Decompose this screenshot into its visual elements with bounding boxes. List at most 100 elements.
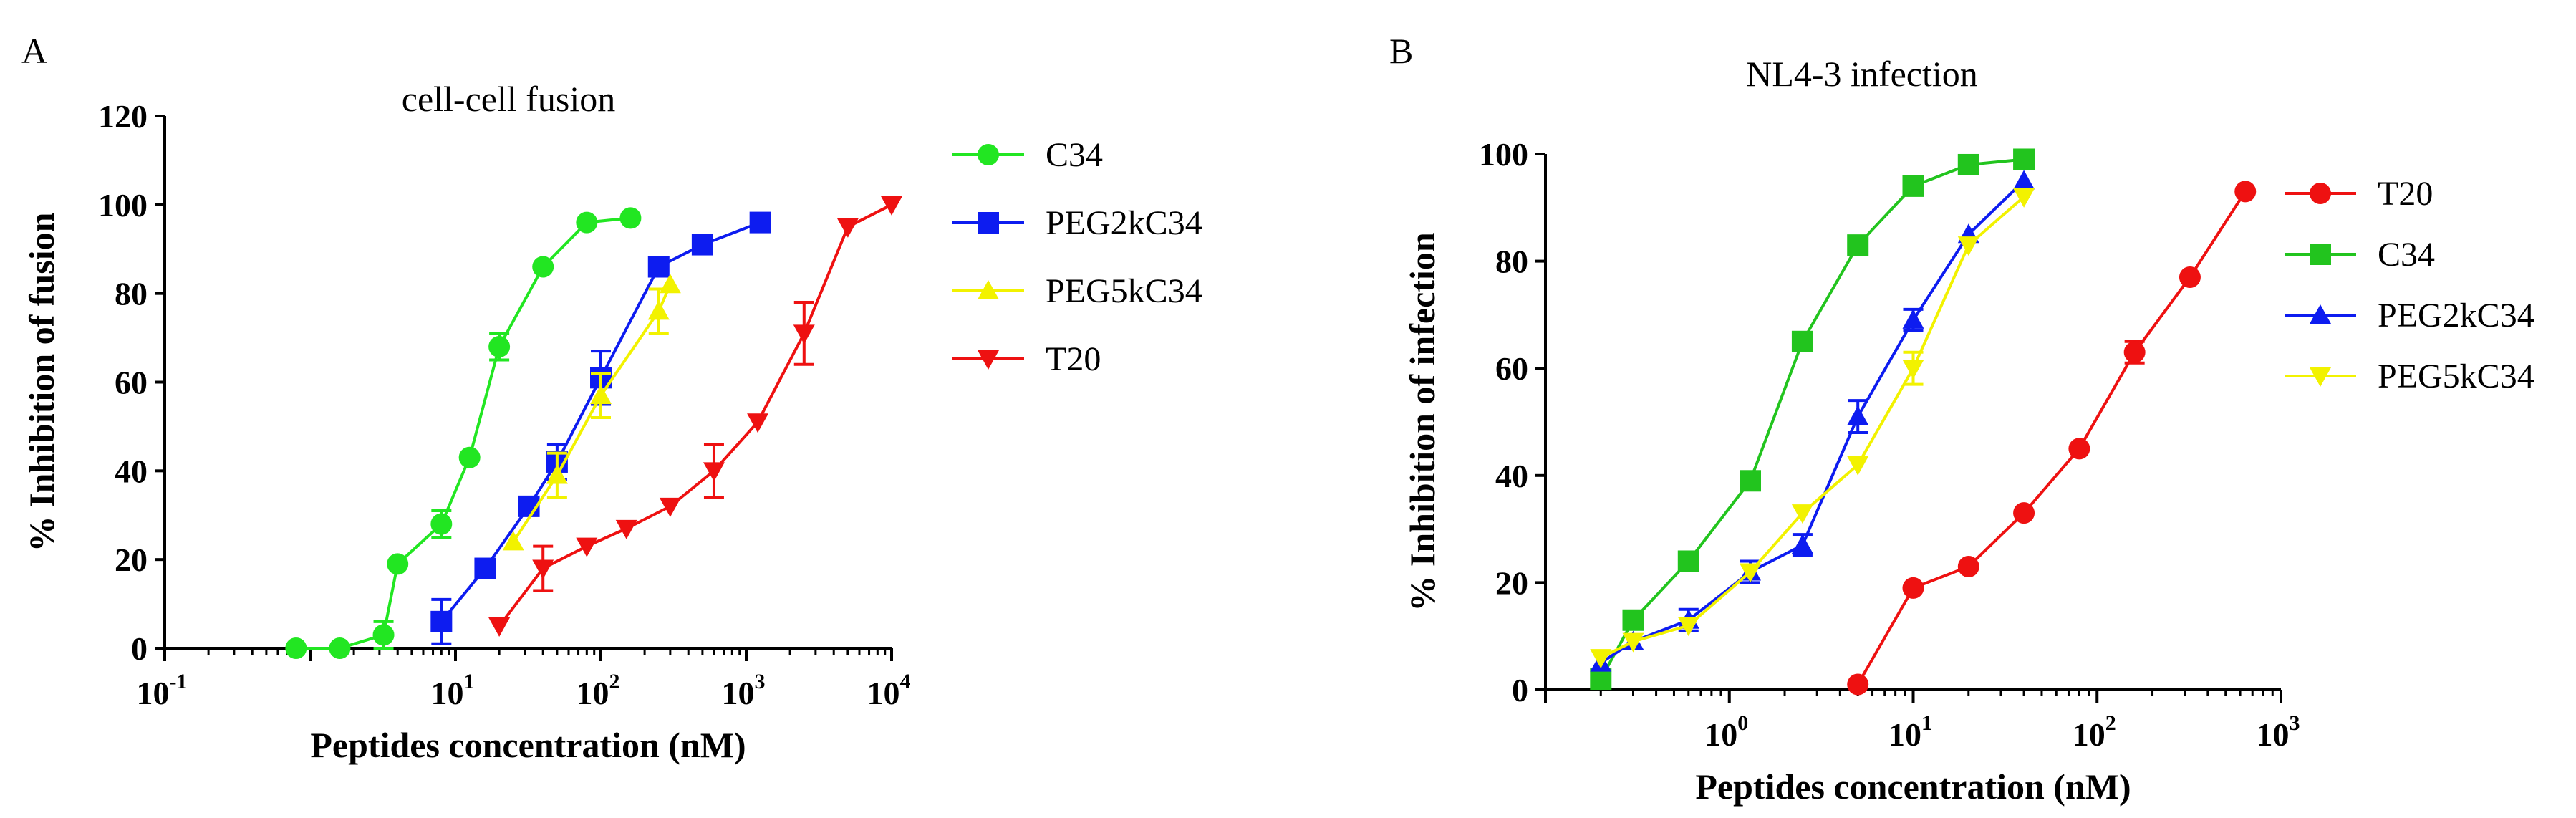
chart-b-c34-point xyxy=(1902,175,1924,197)
chart-a-peg5kc34-point xyxy=(546,464,568,484)
chart-b-peg2kc34-point xyxy=(2013,170,2035,190)
chart-b-x-tick-label: 101 xyxy=(1888,711,1932,753)
chart-b-title: NL4-3 infection xyxy=(1746,54,1978,94)
chart-a-legend-label: T20 xyxy=(1046,340,1101,378)
chart-b: 0 20 40 60 80 100 100 101 102 103 NL4-3 infection P… xyxy=(1402,54,2534,807)
chart-b-c34-point xyxy=(1847,234,1869,256)
chart-b-legend-item-peg5kc34: PEG5kC34 xyxy=(2285,357,2534,395)
chart-a-legend-label: C34 xyxy=(1046,136,1103,174)
chart-a-x-axis-label: Peptides concentration (nM) xyxy=(310,725,746,765)
chart-b-x-tick-label: 102 xyxy=(2073,711,2116,753)
chart-b-x-tick-label: 100 xyxy=(1704,711,1748,753)
chart-a-x-tick-label: 104 xyxy=(867,670,911,711)
chart-b-t20-point xyxy=(1957,555,1979,577)
chart-a-t20-point xyxy=(793,324,815,345)
chart-b-series-t20 xyxy=(1847,181,2257,696)
chart-a-legend-swatch-marker xyxy=(978,350,999,370)
chart-a: 0 20 40 60 80 100 120 10-1 101 102 103 104 cell-cell… xyxy=(21,79,1202,765)
chart-b-legend-item-c34: C34 xyxy=(2285,236,2435,274)
chart-b-legend-label: T20 xyxy=(2378,175,2433,213)
chart-a-y-tick-label: 80 xyxy=(115,276,148,312)
chart-a-peg5kc34-point xyxy=(647,300,670,320)
chart-a-y-tick-label: 20 xyxy=(115,542,148,578)
chart-a-peg2kc34-point xyxy=(474,557,496,579)
chart-b-peg5kc34-point xyxy=(1622,632,1644,653)
chart-a-peg5kc34-point xyxy=(659,274,681,294)
chart-a-t20-point xyxy=(615,519,637,539)
chart-b-x-tick-label: 103 xyxy=(2257,711,2300,753)
chart-a-x-tick-label: 101 xyxy=(431,670,475,711)
chart-b-y-tick-label: 0 xyxy=(1512,672,1528,708)
chart-a-c34-point xyxy=(387,553,409,575)
chart-b-t20-point xyxy=(2234,181,2257,203)
chart-b-legend-swatch-marker xyxy=(2310,304,2331,324)
chart-a-series-t20 xyxy=(488,196,902,637)
chart-b-peg5kc34-point xyxy=(1677,617,1699,637)
chart-b-series-peg5kc34 xyxy=(1590,188,2035,669)
chart-a-peg2kc34-point xyxy=(430,610,453,632)
chart-b-peg2kc34-point xyxy=(1791,534,1813,554)
chart-b-legend-swatch-marker xyxy=(2310,367,2331,387)
chart-b-t20-point xyxy=(2179,266,2201,289)
chart-a-c34-point xyxy=(458,446,481,468)
chart-b-y-tick-label: 20 xyxy=(1495,564,1528,601)
chart-b-peg5kc34-point xyxy=(1847,456,1869,476)
chart-a-t20-point xyxy=(659,497,681,517)
chart-b-c34-point xyxy=(1590,668,1612,691)
chart-b-peg5kc34-point xyxy=(1791,504,1813,524)
chart-b-t20-line xyxy=(1856,191,2247,685)
chart-b-y-tick-label: 80 xyxy=(1495,244,1528,280)
chart-b-peg5kc34-point xyxy=(1590,649,1612,669)
chart-b-t20-point xyxy=(2068,438,2090,460)
chart-a-c34-point xyxy=(285,637,307,659)
chart-a-legend-item-c34: C34 xyxy=(952,136,1103,174)
chart-a-legend-swatch-marker xyxy=(978,280,999,299)
chart-b-c34-point xyxy=(2013,148,2035,170)
chart-a-series-peg5kc34 xyxy=(502,274,681,551)
chart-b-legend-swatch-marker xyxy=(2310,244,2331,265)
chart-a-legend-label: PEG5kC34 xyxy=(1046,272,1202,310)
chart-b-t20-point xyxy=(1902,577,1924,599)
chart-a-y-tick-label: 0 xyxy=(131,630,148,667)
chart-b-y-tick-label: 40 xyxy=(1495,458,1528,494)
chart-a-series-peg2kc34 xyxy=(430,211,771,645)
chart-a-t20-point xyxy=(703,462,725,482)
chart-a-y-tick-label: 100 xyxy=(98,187,148,223)
chart-a-c34-point xyxy=(430,513,453,535)
chart-b-peg5kc34-point xyxy=(1902,360,1924,380)
chart-a-t20-point xyxy=(576,537,598,557)
chart-b-legend-label: PEG5kC34 xyxy=(2378,357,2534,395)
chart-b-peg2kc34-line xyxy=(1600,179,2025,665)
chart-a-c34-point xyxy=(488,335,511,357)
chart-b-c34-point xyxy=(1677,550,1699,572)
chart-a-peg2kc34-point xyxy=(749,211,771,234)
chart-a-peg5kc34-point xyxy=(590,385,612,405)
chart-b-peg5kc34-point xyxy=(2013,188,2035,208)
chart-a-legend-swatch-marker xyxy=(978,144,999,165)
chart-b-legend-swatch-marker xyxy=(2310,183,2331,204)
chart-a-peg2kc34-point xyxy=(647,256,670,278)
chart-a-y-tick-label: 120 xyxy=(98,98,148,135)
chart-a-y-tick-label: 60 xyxy=(115,365,148,401)
chart-a-legend-item-t20: T20 xyxy=(952,340,1101,378)
chart-b-legend-item-peg2kc34: PEG2kC34 xyxy=(2285,297,2534,335)
chart-b-c34-point xyxy=(1791,330,1813,352)
chart-b-c34-point xyxy=(1957,153,1979,175)
chart-a-legend-item-peg2kc34: PEG2kC34 xyxy=(952,204,1202,242)
chart-a-t20-line xyxy=(498,203,892,627)
chart-a-x-tick-label: 102 xyxy=(577,670,620,711)
chart-a-peg5kc34-point xyxy=(502,531,524,551)
chart-b-t20-point xyxy=(1847,673,1869,696)
chart-a-series-c34 xyxy=(285,207,642,659)
chart-a-x-tick-label: 10-1 xyxy=(137,670,188,711)
panel-a-letter: A xyxy=(21,31,47,71)
chart-b-peg2kc34-point xyxy=(1847,405,1869,425)
chart-a-peg2kc34-point xyxy=(691,234,713,256)
panel-b-letter: B xyxy=(1389,31,1413,71)
chart-b-c34-point xyxy=(1622,609,1644,631)
chart-a-c34-point xyxy=(532,256,554,278)
chart-b-legend-label: PEG2kC34 xyxy=(2378,297,2534,335)
chart-a-y-tick-label: 40 xyxy=(115,453,148,489)
chart-b-legend-item-t20: T20 xyxy=(2285,175,2433,213)
